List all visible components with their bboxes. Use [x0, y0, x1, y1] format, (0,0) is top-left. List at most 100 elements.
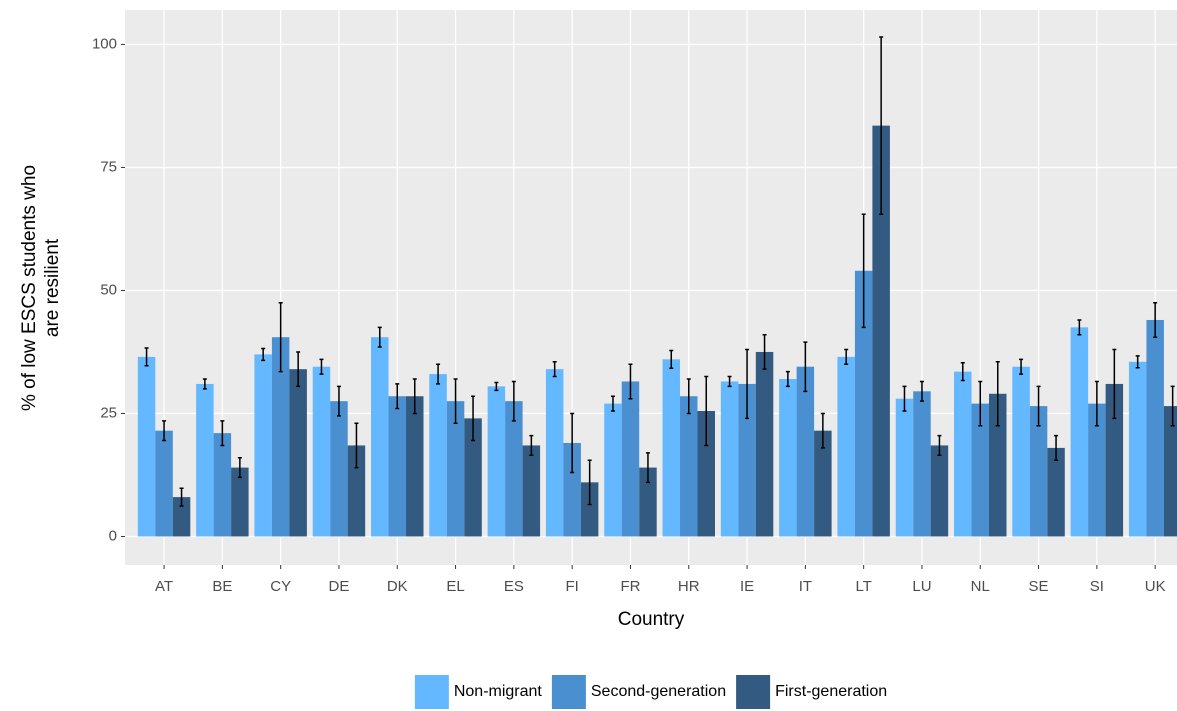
x-axis-title: Country: [618, 609, 685, 630]
error-bar: [1153, 302, 1158, 338]
x-tick-label: LU: [912, 578, 931, 595]
legend-key: [736, 675, 771, 709]
error-bar: [937, 434, 942, 457]
x-tick-label: EL: [446, 578, 464, 595]
x-tick-label: UK: [1145, 578, 1166, 595]
bar: [895, 398, 914, 537]
error-bar: [436, 363, 441, 385]
bar: [1029, 406, 1048, 537]
x-tick-label: HR: [678, 578, 700, 595]
y-tick-label: 50: [100, 281, 117, 298]
bar: [155, 430, 173, 537]
y-axis-title: are resilient: [42, 238, 63, 337]
x-tick-label: SI: [1090, 578, 1104, 595]
bar: [814, 430, 832, 537]
error-bar: [319, 358, 324, 375]
error-bar: [1170, 385, 1175, 427]
bar: [779, 379, 797, 537]
legend-label: First-generation: [775, 683, 887, 700]
bar: [271, 337, 290, 537]
bar: [330, 401, 348, 537]
bar: [1070, 327, 1089, 537]
x-tick-label: CY: [270, 578, 291, 595]
error-bar: [879, 36, 884, 215]
error-bar: [1036, 385, 1041, 427]
bar: [522, 445, 541, 537]
error-bar: [552, 361, 557, 378]
bar: [621, 381, 640, 537]
bar: [580, 482, 599, 537]
bar: [196, 383, 214, 537]
x-tick-label: IT: [799, 578, 812, 595]
bar: [406, 396, 424, 537]
x-tick-label: NL: [971, 578, 990, 595]
error-bar: [453, 378, 458, 425]
bar: [755, 351, 774, 537]
error-bar: [377, 326, 382, 348]
legend-key: [414, 675, 449, 709]
bar: [213, 433, 232, 537]
y-tick-label: 0: [109, 527, 117, 544]
bar: [172, 497, 191, 537]
bar: [720, 381, 739, 537]
bar: [796, 366, 815, 537]
error-bar: [704, 375, 709, 447]
error-bar: [785, 370, 790, 388]
error-bar: [669, 349, 674, 369]
error-bar: [978, 380, 983, 427]
bar: [930, 445, 949, 537]
bar: [680, 396, 698, 537]
y-tick-label: 25: [100, 404, 117, 421]
bar: [854, 270, 873, 537]
error-bar: [511, 380, 516, 422]
legend-label: Non-migrant: [454, 683, 543, 700]
bar: [312, 366, 331, 537]
error-bar: [727, 375, 732, 388]
bar: [1047, 447, 1065, 537]
error-bar: [336, 385, 341, 417]
error-bar: [960, 362, 965, 382]
error-bar: [494, 381, 499, 392]
bar: [989, 393, 1007, 537]
error-bar: [919, 380, 924, 402]
bar: [563, 442, 581, 537]
bar: [464, 418, 482, 537]
error-bar: [1094, 380, 1099, 427]
x-tick-label: BE: [212, 578, 232, 595]
bar: [429, 374, 447, 537]
error-bar: [645, 452, 650, 484]
x-tick-label: IE: [740, 578, 754, 595]
error-bar: [861, 213, 866, 329]
error-bar: [844, 348, 849, 366]
bar: [505, 401, 523, 537]
bar: [347, 445, 366, 537]
bar: [971, 403, 990, 537]
x-tick-label: ES: [504, 578, 524, 595]
x-tick-label: SE: [1029, 578, 1049, 595]
error-bar: [587, 459, 592, 506]
error-bar: [354, 422, 359, 469]
bar: [697, 410, 715, 537]
bar: [738, 383, 756, 537]
bar: [1012, 366, 1030, 537]
bar: [1163, 406, 1177, 537]
bar: [371, 337, 389, 537]
bar: [1105, 383, 1124, 537]
x-tick-label: AT: [155, 578, 173, 595]
bar: [954, 371, 972, 537]
bar: [639, 467, 657, 537]
error-bar: [745, 348, 750, 420]
error-bar: [610, 395, 615, 412]
error-bar: [902, 385, 907, 412]
error-bar: [237, 456, 242, 479]
error-bar: [144, 347, 149, 367]
x-tick-label: DE: [329, 578, 350, 595]
error-bar: [412, 378, 417, 415]
error-bar: [1112, 348, 1117, 420]
error-bar: [162, 420, 167, 442]
bar: [137, 356, 156, 537]
error-bar: [179, 487, 184, 507]
error-bar: [762, 333, 767, 370]
x-tick-label: DK: [387, 578, 408, 595]
error-bar: [803, 341, 808, 393]
